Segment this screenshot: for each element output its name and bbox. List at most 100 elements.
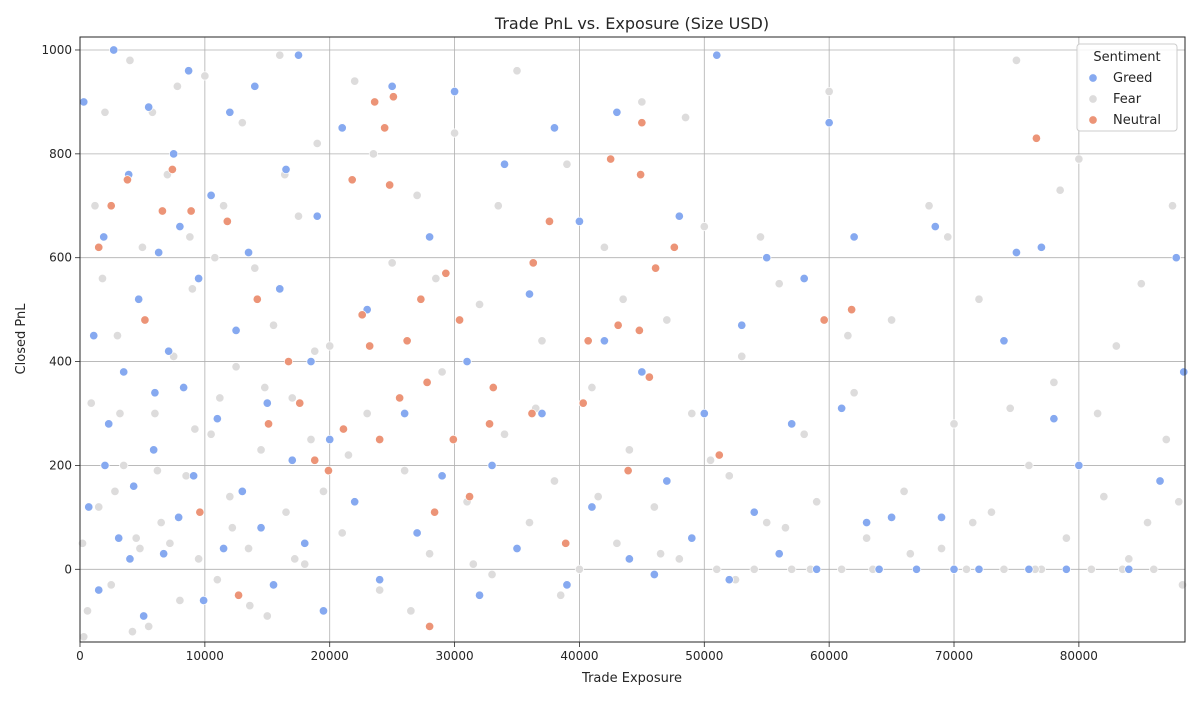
scatter-point-greed (1179, 367, 1189, 377)
scatter-point-fear (712, 564, 722, 574)
scatter-point-fear (637, 97, 647, 107)
scatter-point-fear (127, 627, 137, 637)
scatter-point-neutral (323, 466, 334, 476)
scatter-point-neutral (583, 336, 593, 346)
scatter-point-fear (90, 201, 100, 211)
scatter-point-greed (974, 564, 984, 574)
scatter-point-greed (169, 149, 179, 159)
scatter-point-greed (887, 512, 897, 522)
scatter-point-neutral (234, 590, 244, 600)
scatter-point-fear (924, 201, 934, 211)
y-tick-label: 1000 (41, 43, 72, 57)
scatter-point-greed (699, 408, 709, 419)
scatter-point-fear (190, 424, 200, 434)
scatter-point-greed (179, 382, 189, 393)
scatter-point-neutral (465, 492, 475, 502)
scatter-point-fear (562, 159, 572, 169)
scatter-point-greed (256, 523, 266, 533)
scatter-point-fear (244, 543, 254, 554)
scatter-point-fear (887, 315, 897, 325)
scatter-point-greed (712, 50, 722, 60)
scatter-point-fear (200, 71, 210, 81)
scatter-point-fear (293, 211, 304, 221)
scatter-point-greed (512, 543, 522, 554)
x-tick-label: 20000 (311, 649, 349, 663)
x-tick-label: 50000 (685, 649, 723, 663)
scatter-point-greed (412, 528, 422, 538)
scatter-point-fear (431, 273, 441, 284)
scatter-point-greed (400, 408, 410, 419)
scatter-point-greed (268, 580, 279, 590)
scatter-point-fear (290, 554, 300, 564)
scatter-point-greed (425, 232, 435, 242)
scatter-point-greed (150, 388, 160, 398)
scatter-point-neutral (186, 206, 196, 216)
scatter-point-fear (287, 393, 297, 403)
scatter-point-fear (762, 518, 772, 528)
scatter-point-neutral (651, 263, 661, 273)
scatter-point-fear (227, 523, 237, 533)
x-tick-label: 80000 (1060, 649, 1098, 663)
scatter-point-fear (231, 362, 241, 372)
scatter-point-neutral (528, 258, 538, 268)
scatter-point-greed (749, 507, 759, 517)
scatter-point-fear (187, 284, 197, 294)
scatter-point-fear (961, 564, 972, 574)
scatter-point-neutral (1031, 133, 1041, 143)
scatter-point-neutral (380, 123, 390, 133)
x-axis-label: Trade Exposure (581, 671, 682, 686)
scatter-point-greed (174, 512, 184, 522)
scatter-point-greed (293, 50, 304, 60)
scatter-point-fear (968, 518, 978, 528)
scatter-point-fear (172, 81, 182, 91)
scatter-point-fear (986, 507, 997, 517)
legend-title: Sentiment (1093, 50, 1160, 65)
scatter-point-fear (1149, 564, 1159, 574)
scatter-point-greed (212, 414, 222, 424)
scatter-point-fear (82, 606, 93, 616)
scatter-point-fear (412, 190, 422, 200)
scatter-point-fear (150, 408, 160, 419)
points-layer (77, 45, 1189, 642)
scatter-point-fear (137, 242, 147, 252)
scatter-point-neutral (527, 408, 537, 419)
scatter-point-neutral (425, 621, 435, 631)
y-tick-label: 400 (49, 355, 72, 369)
scatter-point-greed (300, 538, 310, 548)
scatter-point-greed (862, 518, 872, 528)
scatter-point-fear (649, 502, 659, 512)
scatter-point-greed (562, 580, 572, 590)
scatter-point-fear (1093, 408, 1103, 419)
scatter-point-fear (812, 497, 822, 507)
scatter-point-greed (89, 331, 99, 341)
scatter-point-greed (99, 232, 109, 242)
scatter-point-fear (737, 351, 747, 361)
scatter-point-fear (225, 492, 235, 502)
scatter-point-fear (1049, 377, 1059, 387)
legend-entry-greed: Greed (1113, 71, 1152, 86)
scatter-point-fear (549, 476, 560, 486)
scatter-point-neutral (623, 466, 633, 476)
scatter-point-neutral (714, 450, 724, 460)
scatter-point-fear (687, 408, 697, 419)
scatter-point-greed (287, 455, 297, 465)
scatter-point-fear (250, 263, 260, 273)
scatter-point-fear (512, 66, 522, 76)
scatter-point-neutral (484, 419, 495, 429)
scatter-point-neutral (634, 325, 644, 335)
scatter-point-greed (312, 211, 322, 221)
scatter-point-fear (337, 528, 347, 538)
scatter-point-fear (387, 258, 397, 268)
chart-title: Trade PnL vs. Exposure (Size USD) (494, 14, 769, 33)
scatter-point-neutral (388, 92, 398, 102)
scatter-point-fear (165, 538, 175, 548)
y-axis-label: Closed PnL (14, 303, 29, 375)
scatter-point-fear (106, 580, 116, 590)
scatter-point-greed (306, 357, 316, 367)
scatter-point-greed (114, 533, 124, 543)
x-axis: 0 10000 20000 30000 40000 50000 60000 70000 8000… (76, 642, 1098, 663)
scatter-point-fear (425, 549, 435, 559)
scatter-point-greed (149, 445, 159, 455)
legend-marker-fear (1088, 94, 1098, 104)
scatter-point-fear (943, 232, 953, 242)
